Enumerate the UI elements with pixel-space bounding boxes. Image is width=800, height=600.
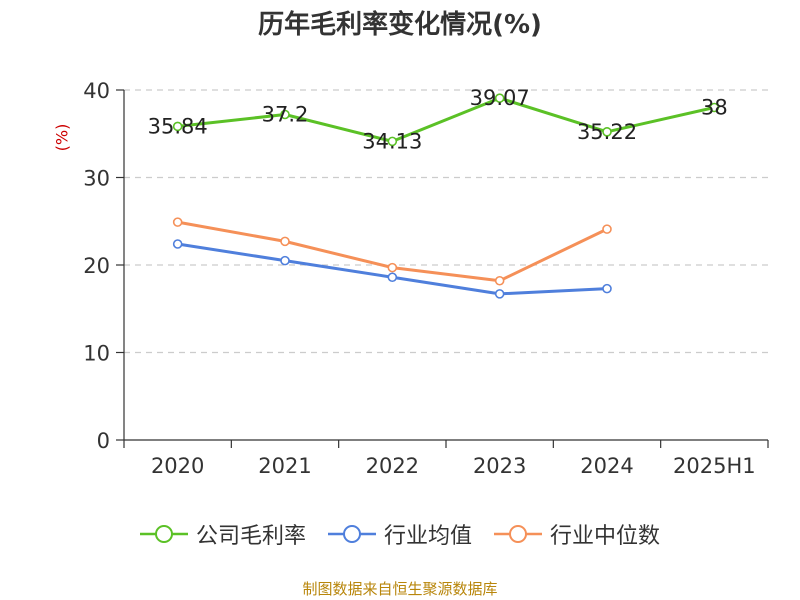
data-point <box>387 272 398 283</box>
chart-title: 历年毛利率变化情况(%) <box>258 10 542 40</box>
axes: 0 10 20 30 40 2020 2021 2022 2023 2024 2025H1 <box>83 79 769 478</box>
data-point <box>280 236 290 247</box>
legend: 公司毛利率 行业均值 行业中位数 <box>0 518 800 550</box>
data-point <box>709 102 720 113</box>
data-label: 35.22 <box>577 120 637 144</box>
data-point <box>387 262 398 273</box>
legend-item[interactable]: 行业均值 <box>327 518 472 550</box>
data-point <box>387 136 398 147</box>
data-point <box>494 275 505 286</box>
data-point <box>494 289 505 299</box>
y-tick-label: 0 <box>97 429 110 453</box>
legend-item[interactable]: 公司毛利率 <box>139 518 306 550</box>
data-point <box>494 93 505 103</box>
y-tick-label: 10 <box>83 342 110 366</box>
data-label: 39.07 <box>470 86 530 110</box>
source-note: 制图数据来自恒生聚源数据库 <box>302 580 498 598</box>
legend-swatch-icon <box>139 525 188 543</box>
data-point <box>172 121 183 132</box>
data-label: 38 <box>701 96 728 120</box>
data-point <box>172 239 183 249</box>
legend-label: 公司毛利率 <box>195 524 306 549</box>
legend-item[interactable]: 行业中位数 <box>494 518 660 550</box>
x-tick-label: 2024 <box>580 454 633 478</box>
x-tick-label: 2023 <box>473 454 526 478</box>
grid-lines <box>124 89 768 354</box>
x-tick-label: 2022 <box>366 454 419 478</box>
legend-swatch-icon <box>494 525 542 543</box>
data-label: 34.13 <box>362 129 422 153</box>
legend-label: 行业中位数 <box>550 524 661 549</box>
data-labels: 35.84 37.2 34.13 39.07 35.22 38 <box>148 86 728 153</box>
data-label: 37.2 <box>262 103 309 127</box>
data-point <box>280 255 290 266</box>
y-tick-label: 30 <box>83 167 110 191</box>
series <box>172 93 720 299</box>
data-point <box>602 224 612 234</box>
x-tick-label: 2021 <box>258 454 311 478</box>
x-tick-label: 2025H1 <box>673 454 756 478</box>
data-point <box>280 109 290 120</box>
data-point <box>602 283 612 294</box>
data-point <box>172 217 183 227</box>
series-line <box>177 96 715 143</box>
data-point <box>602 127 612 137</box>
legend-label: 行业均值 <box>383 524 472 549</box>
y-tick-label: 20 <box>83 254 110 278</box>
data-label: 35.84 <box>148 114 208 138</box>
y-tick-label: 40 <box>83 79 110 103</box>
x-tick-label: 2020 <box>151 454 204 478</box>
legend-swatch-icon <box>327 525 376 543</box>
